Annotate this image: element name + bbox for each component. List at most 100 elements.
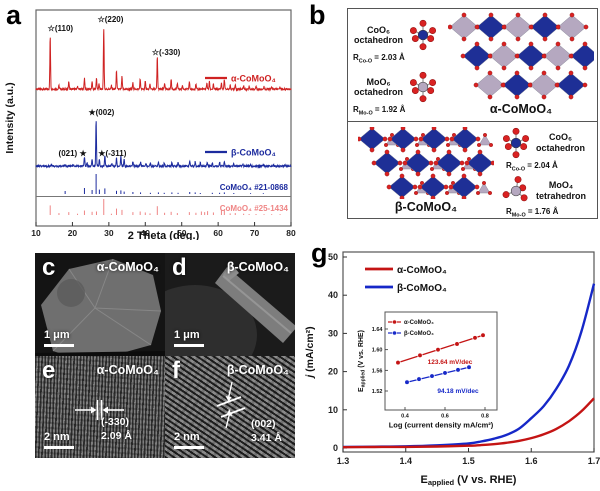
coo6-shape: octahedron <box>536 142 586 153</box>
svg-text:80: 80 <box>286 228 296 238</box>
svg-text:10: 10 <box>328 405 338 415</box>
svg-text:1.5: 1.5 <box>462 456 475 466</box>
moo6-shape: octahedron <box>354 87 404 97</box>
d-spacing: 3.41 Å <box>251 431 282 444</box>
panel-c-sample-label: α-CoMoO₄ <box>96 260 159 274</box>
svg-text:β-CoMoO₄: β-CoMoO₄ <box>397 283 447 294</box>
lsv-plot: 1.3 1.4 1.5 1.6 1.7 0 10 20 30 40 50 α-CoMoO₄ β-CoMo… <box>304 251 600 487</box>
beta-lattice-drawing <box>358 126 494 199</box>
svg-text:1.7: 1.7 <box>588 456 600 466</box>
svg-text:j (mA/cm²): j (mA/cm²) <box>304 326 316 379</box>
coo6-name: CoO₆ <box>366 24 391 35</box>
sem-image-alpha: c α-CoMoO₄ 1 μm <box>35 253 165 356</box>
svg-text:α-CoMoO₄: α-CoMoO₄ <box>397 265 447 276</box>
svg-text:0.4: 0.4 <box>401 414 410 420</box>
crystal-structure-panel: CoO₆ octahedron RCo-O = 2.03 Å MoO₆ octa… <box>347 8 598 219</box>
alpha-structure-section: CoO₆ octahedron RCo-O = 2.03 Å MoO₆ octa… <box>348 9 597 122</box>
svg-text:Intensity (a.u.): Intensity (a.u.) <box>4 82 16 153</box>
plane-index: (002) <box>251 418 276 430</box>
svg-text:40: 40 <box>328 290 338 300</box>
moo4-shape: tetrahedron <box>536 190 587 201</box>
svg-text:1.6: 1.6 <box>525 456 538 466</box>
svg-text:50: 50 <box>177 228 187 238</box>
coo6-name: CoO₆ <box>548 132 573 143</box>
coo6-octahedron-icon <box>409 19 437 51</box>
xrd-plot: α-CoMoO₄ β-CoMoO₄ CoMoO₄ #21-0868 CoMoO₄ #2… <box>4 9 296 240</box>
scale-bar: 2 nm <box>174 431 204 449</box>
scale-bar: 2 nm <box>44 431 74 449</box>
svg-text:Eapplied (V vs. RHE): Eapplied (V vs. RHE) <box>358 330 367 392</box>
panel-d-sample-label: β-CoMoO₄ <box>226 260 289 274</box>
svg-text:CoMoO₄ #25-1434: CoMoO₄ #25-1434 <box>220 204 289 213</box>
tafel-plot: 0.4 0.6 0.8 1.52 1.56 1.60 1.64 123.64 mV/dec 94… <box>358 311 498 430</box>
svg-text:0.6: 0.6 <box>441 414 449 420</box>
svg-text:30: 30 <box>328 328 338 338</box>
svg-text:β-CoMoO₄: β-CoMoO₄ <box>404 331 434 337</box>
scale-bar-line <box>174 344 204 347</box>
svg-text:0.8: 0.8 <box>481 414 489 420</box>
lattice-fringe-texture <box>165 356 295 458</box>
svg-text:40: 40 <box>141 228 151 238</box>
panel-e-letter: e <box>42 357 56 384</box>
moo6-octahedron-item: MoO₆ octahedron <box>354 69 441 105</box>
svg-text:70: 70 <box>250 228 260 238</box>
svg-text:☆(-330): ☆(-330) <box>152 48 181 57</box>
tem-image-alpha: e α-CoMoO₄ (-330) 2.09 Å 2 nm <box>35 356 165 458</box>
svg-text:α-CoMoO₄: α-CoMoO₄ <box>231 74 276 84</box>
coo6-octahedron-item: CoO₆ octahedron <box>354 17 441 53</box>
svg-text:Log (current density mA/cm²): Log (current density mA/cm²) <box>389 421 494 430</box>
coo6-bond-length-beta: RCo-O = 2.04 Å <box>506 160 558 173</box>
svg-text:☆(220): ☆(220) <box>98 15 124 24</box>
panel-f-sample-label: β-CoMoO₄ <box>226 363 289 377</box>
scale-bar: 1 μm <box>174 329 204 347</box>
panel-b-letter: b <box>309 0 326 30</box>
moo6-octahedron-icon <box>409 71 437 103</box>
svg-text:20: 20 <box>68 228 78 238</box>
svg-text:10: 10 <box>31 228 41 238</box>
scale-bar-line <box>174 446 204 449</box>
svg-text:☆(110): ☆(110) <box>48 24 74 33</box>
coo6-bond-length: RCo-O = 2.03 Å <box>353 53 405 65</box>
moo4-tetrahedron-icon <box>502 175 528 201</box>
scale-bar: 1 μm <box>44 329 74 347</box>
svg-text:★(-311): ★(-311) <box>98 149 126 158</box>
panel-g-letter: g <box>311 238 328 268</box>
svg-text:1.52: 1.52 <box>372 389 383 395</box>
alpha-lattice-drawing <box>448 12 594 100</box>
moo6-name: MoO₆ <box>366 76 391 87</box>
svg-text:50: 50 <box>328 252 338 262</box>
lsv-chart: 1.3 1.4 1.5 1.6 1.7 0 10 20 30 40 50 α-CoMoO₄ β-CoMo… <box>300 240 600 491</box>
svg-text:1.56: 1.56 <box>372 368 383 374</box>
svg-text:123.64 mV/dec: 123.64 mV/dec <box>428 359 473 366</box>
svg-text:(021) ★: (021) ★ <box>59 149 88 158</box>
beta-structure-section: β-CoMoO₄ CoO₆ octahedron RCo-O = 2.04 Å … <box>348 123 597 219</box>
xrd-chart: α-CoMoO₄ β-CoMoO₄ CoMoO₄ #21-0868 CoMoO₄ #2… <box>0 0 300 240</box>
svg-text:1.4: 1.4 <box>399 456 412 466</box>
tafel-inset-chart: 0.4 0.6 0.8 1.52 1.56 1.60 1.64 123.64 mV/dec 94… <box>352 303 504 431</box>
panel-d-letter: d <box>172 254 187 281</box>
svg-text:1.60: 1.60 <box>372 348 383 354</box>
panel-f-letter: f <box>172 357 180 384</box>
svg-text:20: 20 <box>328 367 338 377</box>
svg-text:94.18 mV/dec: 94.18 mV/dec <box>437 388 479 395</box>
coo6-octahedron-icon <box>502 127 530 158</box>
moo4-bond-length: RMo-O = 1.76 Å <box>506 206 559 219</box>
panel-e-sample-label: α-CoMoO₄ <box>96 363 159 377</box>
svg-text:2 Theta (deg.): 2 Theta (deg.) <box>128 230 200 240</box>
svg-text:30: 30 <box>104 228 114 238</box>
svg-text:★(002): ★(002) <box>88 108 114 117</box>
moo4-tetrahedron-item: MoO₄ tetrahedron <box>498 173 586 209</box>
svg-text:Eapplied (V vs. RHE): Eapplied (V vs. RHE) <box>421 474 517 487</box>
svg-text:1.3: 1.3 <box>337 456 350 466</box>
svg-text:β-CoMoO₄: β-CoMoO₄ <box>231 148 276 158</box>
panel-c-letter: c <box>42 254 56 281</box>
beta-phase-label: β-CoMoO₄ <box>394 199 458 214</box>
tem-image-beta: f β-CoMoO₄ (002) 3.41 Å 2 nm <box>165 356 295 458</box>
moo4-name: MoO₄ <box>548 180 574 191</box>
svg-text:1.64: 1.64 <box>372 327 384 333</box>
plane-index: (-330) <box>101 416 130 428</box>
svg-text:α-CoMoO₄: α-CoMoO₄ <box>404 320 434 326</box>
svg-text:0: 0 <box>333 443 338 453</box>
panel-a-letter: a <box>6 0 22 30</box>
